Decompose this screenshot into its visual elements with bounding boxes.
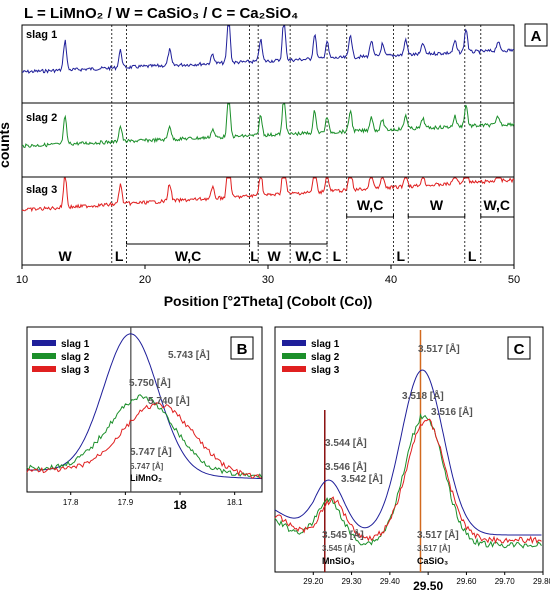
c-x-tick-label-0: 29.20 — [303, 577, 324, 586]
panel-a-frame — [21, 24, 515, 266]
c-x-tick-label-4: 29.60 — [456, 577, 477, 586]
b-annot-4: 5.747 [Å] — [130, 445, 172, 458]
c-legend-label-0: slag 1 — [311, 339, 340, 350]
x-tick-label-0: 10 — [16, 274, 28, 286]
b-annot-5: 5.747 [Å] — [130, 462, 164, 471]
c-x-tick-label-5: 29.70 — [495, 577, 516, 586]
phase-label-3: L — [250, 248, 259, 264]
series-line-slag-3 — [21, 177, 515, 213]
series-label-slag-2: slag 2 — [26, 112, 57, 124]
c-x-tick-label-2: 29.40 — [380, 577, 401, 586]
panel-b-badge-label: B — [237, 341, 248, 358]
bracket-4 — [407, 214, 466, 218]
x-tick-label-4: 50 — [508, 274, 520, 286]
phase-label-1: L — [115, 248, 124, 264]
panel-b-frame — [26, 326, 263, 493]
panel-a: slag 1 slag 2 slag 3 W L W,C L W W,C LW,CLWLW,… — [0, 23, 548, 309]
phase-label-6: L — [333, 248, 342, 264]
c-x-tick-label-3: 29.50 — [413, 579, 443, 593]
phase-label-4: W — [268, 248, 282, 264]
c-x-tick-label-6: 29.80 — [533, 577, 550, 586]
phase-label-0: W — [58, 248, 72, 264]
x-tick-label-1: 20 — [139, 274, 151, 286]
b-x-tick-label-0: 17.8 — [63, 498, 79, 507]
c-annot-10: 3.517 [Å] — [417, 544, 451, 553]
c-series-line-slag-3 — [274, 418, 542, 545]
series-label-slag-1: slag 1 — [26, 29, 57, 41]
c-annot-3: 3.516 [Å] — [431, 405, 473, 418]
b-legend-label-2: slag 3 — [61, 365, 90, 376]
c-series-line-slag-1 — [274, 369, 542, 536]
b-legend-label-1: slag 2 — [61, 352, 90, 363]
panel-c-badge-label: C — [514, 341, 525, 358]
c-marker-label-casio3: CaSiO₃ — [417, 556, 448, 566]
series-label-slag-3: slag 3 — [26, 184, 57, 196]
c-annot-4: 3.544 [Å] — [325, 436, 367, 449]
bracket-3 — [346, 214, 394, 218]
c-legend-label-2: slag 3 — [311, 365, 340, 376]
figure-heading: L = LiMnO₂ / W = CaSiO₃ / C = Ca₂SiO₄ — [24, 5, 298, 22]
panel-b: slag 1 slag 2 slag 3 5.743 [Å] 5.750 [Å] 5… — [26, 326, 263, 512]
panel-b-badge — [230, 336, 254, 360]
panel-a-badge — [524, 23, 548, 47]
b-series-line-slag-3 — [26, 402, 262, 479]
c-annot-6: 3.542 [Å] — [341, 472, 383, 485]
c-annot-9: 3.517 [Å] — [417, 528, 459, 541]
phase-label-2: W,C — [175, 248, 201, 264]
x-tick-label-3: 40 — [385, 274, 397, 286]
bracket-0 — [126, 241, 251, 245]
panel-c-badge — [507, 336, 531, 360]
b-legend-label-0: slag 1 — [61, 339, 90, 350]
bracket-5 — [480, 214, 515, 218]
c-annot-8: 3.545 [Å] — [322, 544, 356, 553]
c-legend-label-1: slag 2 — [311, 352, 340, 363]
c-annot-2: 3.518 [Å] — [402, 389, 444, 402]
series-line-slag-1 — [21, 25, 515, 74]
b-marker-label: LiMnO₂ — [130, 473, 162, 483]
c-annot-7: 3.545 [Å] — [322, 528, 364, 541]
c-annot-5: 3.546 [Å] — [325, 460, 367, 473]
phase-label-11: W,C — [484, 197, 510, 213]
b-x-tick-label-3: 18.1 — [227, 498, 243, 507]
b-annot-3: 5.740 [Å] — [148, 394, 190, 407]
y-axis-label: counts — [0, 122, 12, 168]
panel-c: slag 1 slag 2 slag 3 3.517 [Å] 3.518 [Å] 3… — [274, 326, 550, 593]
phase-label-7: W,C — [357, 197, 383, 213]
x-axis-label: Position [°2Theta] (Cobolt (Co)) — [164, 293, 373, 309]
phase-label-9: W — [430, 197, 444, 213]
b-annot-1: 5.743 [Å] — [168, 348, 210, 361]
b-annot-2: 5.750 [Å] — [129, 376, 171, 389]
x-tick-label-2: 30 — [262, 274, 274, 286]
c-annot-1: 3.517 [Å] — [418, 342, 460, 355]
c-x-tick-label-1: 29.30 — [342, 577, 363, 586]
bracket-2 — [289, 241, 328, 245]
bracket-1 — [257, 241, 291, 245]
b-series-line-slag-1 — [27, 333, 262, 480]
c-series-line-slag-2 — [274, 412, 542, 549]
panel-c-frame — [274, 326, 544, 573]
c-marker-label-mnsio3: MnSiO₃ — [322, 556, 355, 566]
phase-label-10: L — [468, 248, 477, 264]
b-x-tick-label-2: 18 — [173, 498, 187, 512]
series-line-slag-2 — [21, 103, 515, 148]
panel-a-badge-label: A — [531, 28, 542, 45]
phase-label-5: W,C — [295, 248, 321, 264]
b-series-line-slag-2 — [26, 394, 262, 478]
phase-label-8: L — [397, 248, 406, 264]
b-x-tick-label-1: 17.9 — [118, 498, 134, 507]
